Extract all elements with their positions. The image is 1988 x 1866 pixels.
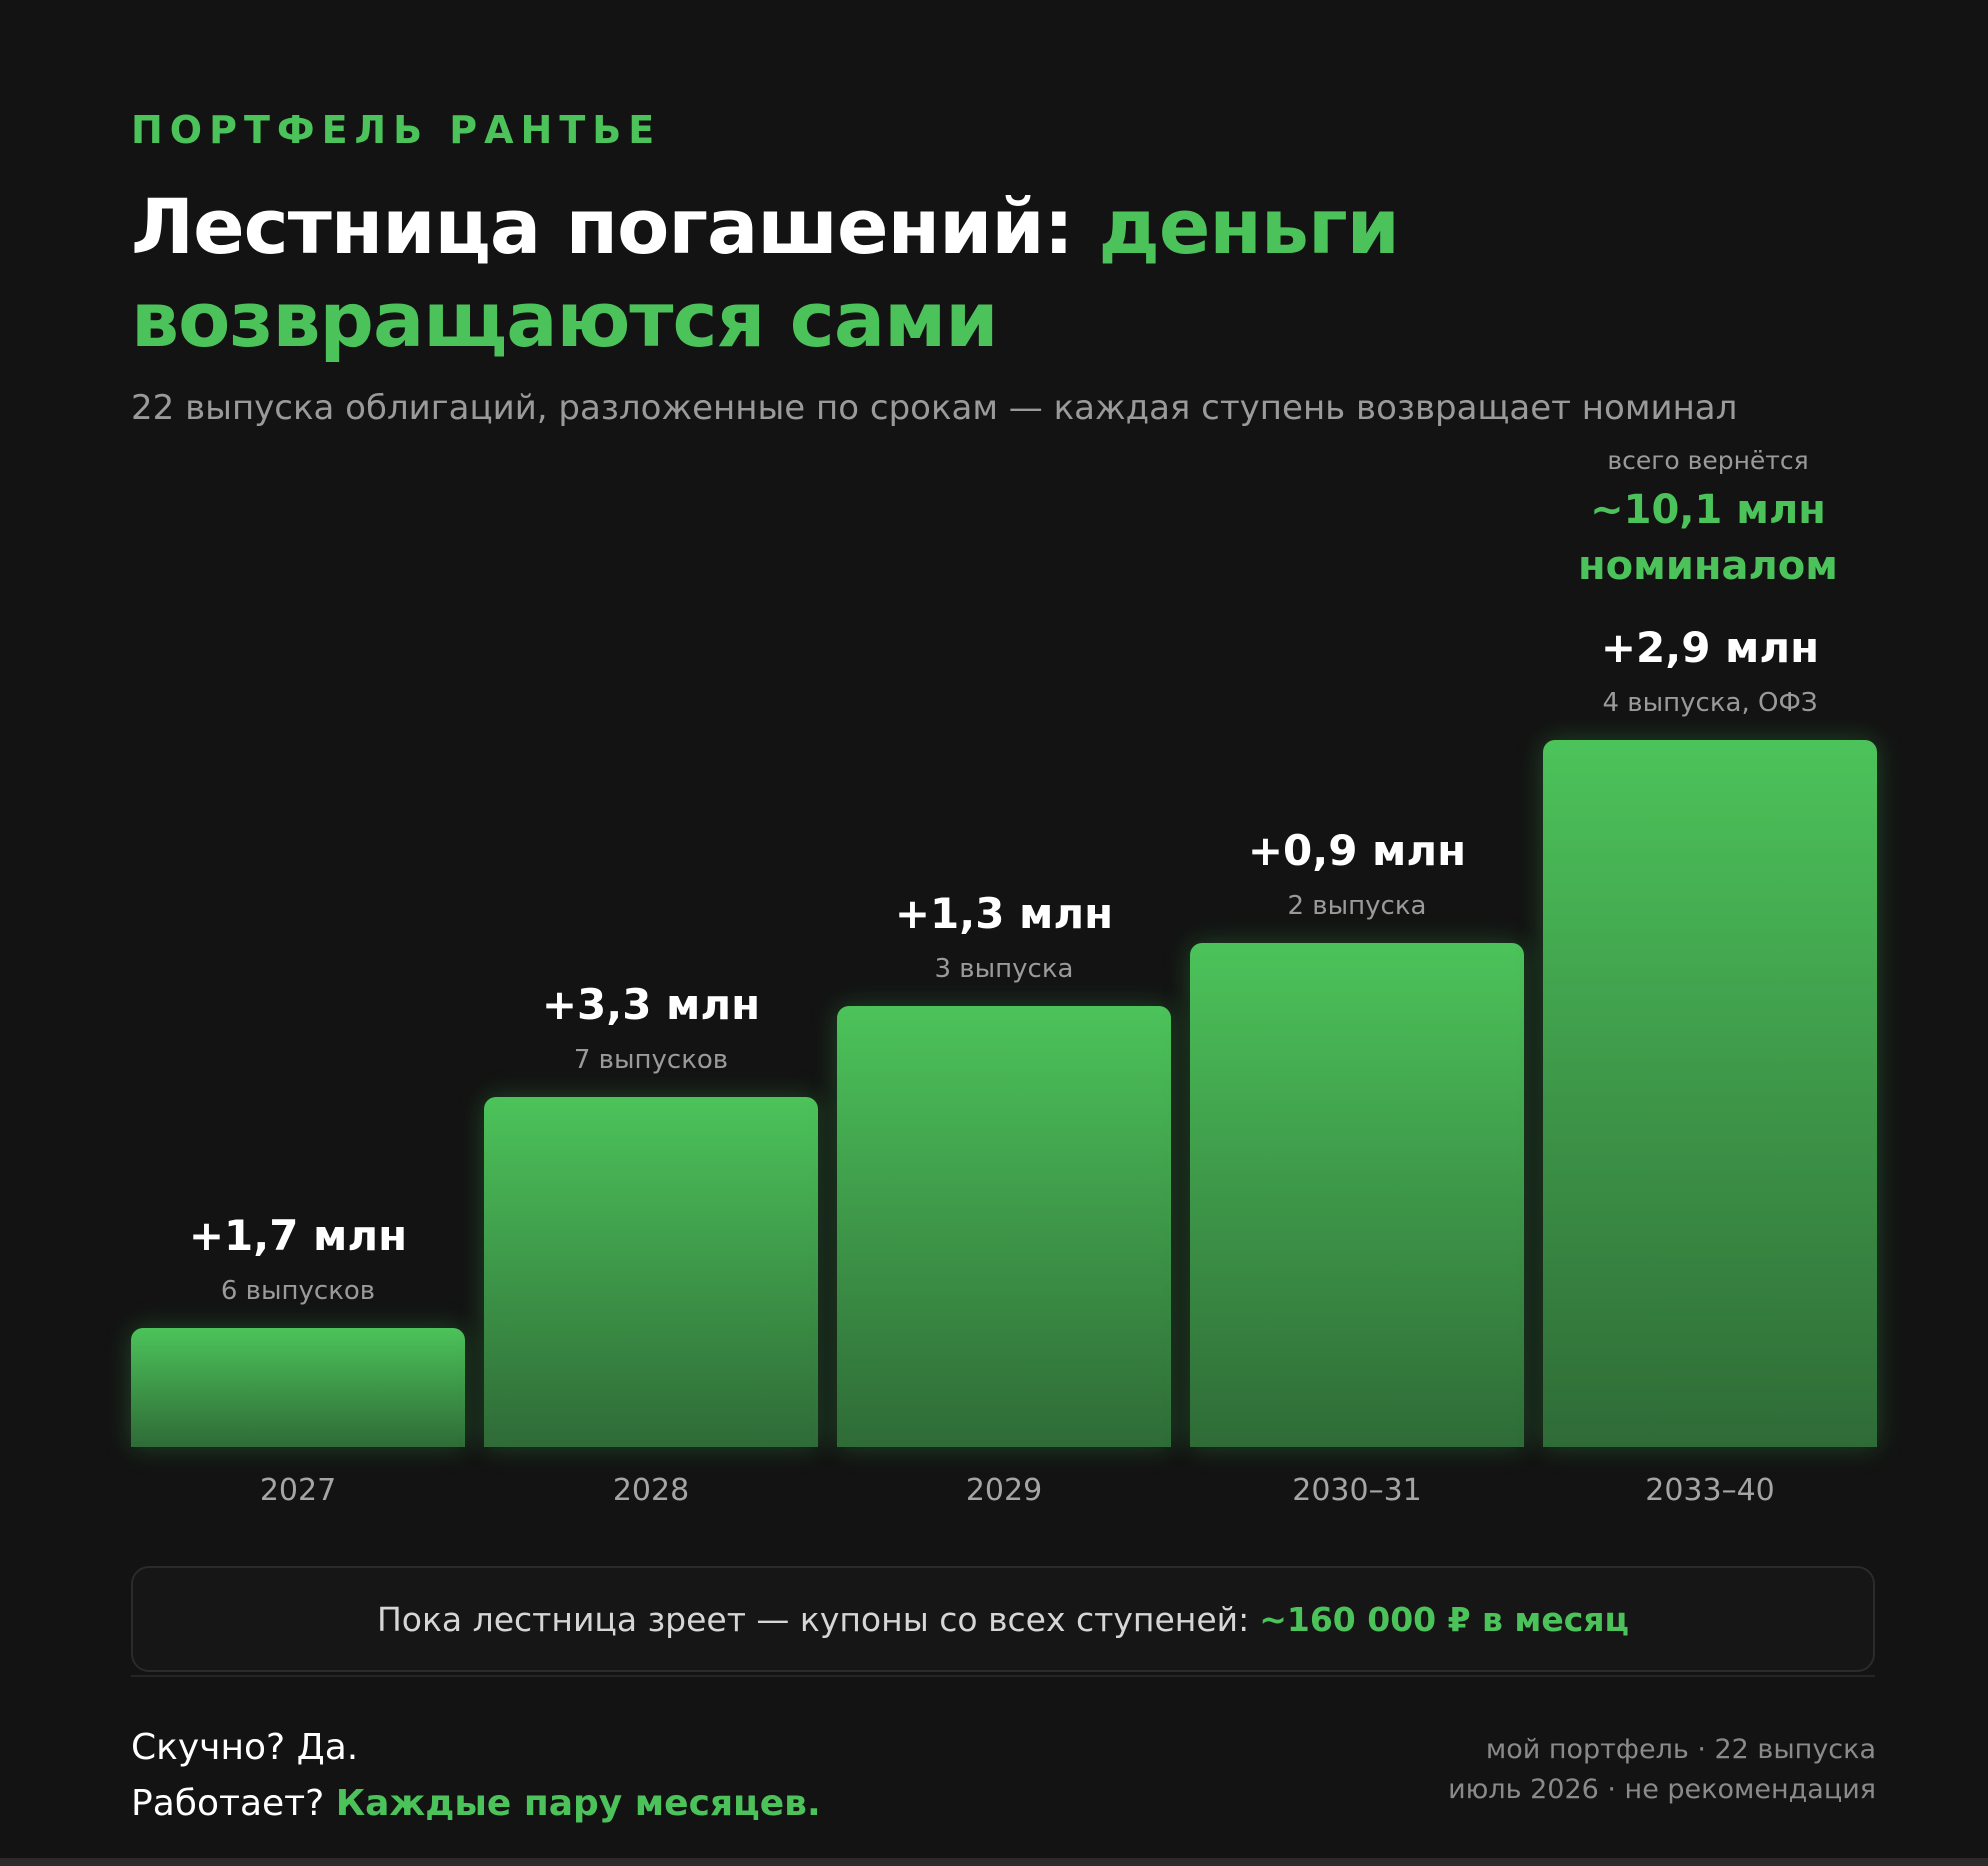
bar-0 (131, 1328, 465, 1447)
x-tick-label: 2030–31 (1292, 1473, 1422, 1508)
total-caption: всего вернётся (1607, 446, 1809, 475)
bar-issues-label: 2 выпуска (1287, 891, 1427, 921)
bar-issues-label: 6 выпусков (220, 1276, 376, 1306)
bar-value-label: +1,7 млн (188, 1211, 408, 1260)
footer-meta: мой портфель · 22 выпуска июль 2026 · не… (1448, 1730, 1876, 1810)
footer-line-2-prefix: Работает? (131, 1783, 336, 1824)
bottom-strip (0, 1858, 1988, 1866)
bar-1 (484, 1097, 818, 1447)
bar-value-label: +3,3 млн (541, 980, 761, 1029)
title-main: Лестница погашений: (131, 182, 1099, 271)
bar-2 (837, 1006, 1171, 1447)
divider (131, 1675, 1875, 1677)
coupon-summary-box: Пока лестница зреет — купоны со всех сту… (131, 1566, 1875, 1672)
page-title: Лестница погашений: деньги возвращаются … (131, 180, 1911, 366)
page-subtitle: 22 выпуска облигаций, разложенные по сро… (131, 388, 1738, 428)
bar-value-label: +0,9 млн (1247, 826, 1467, 875)
footer-tagline: Скучно? Да. Работает? Каждые пару месяце… (131, 1720, 821, 1832)
x-tick-label: 2029 (965, 1473, 1043, 1508)
title-accent: деньги возвращаются сами (131, 182, 1400, 364)
coupon-amount: ~160 000 ₽ в месяц (1259, 1599, 1629, 1639)
footer-line-2-accent: Каждые пару месяцев. (335, 1783, 821, 1824)
bar-issues-label: 3 выпуска (934, 954, 1074, 984)
x-tick-label: 2033–40 (1645, 1473, 1775, 1508)
x-tick-label: 2027 (259, 1473, 337, 1508)
footer-line-1: Скучно? Да. (131, 1727, 359, 1768)
x-tick-label: 2028 (612, 1473, 690, 1508)
total-value-line1: ~10,1 млн (1590, 487, 1826, 533)
bar-value-label: +2,9 млн (1600, 623, 1820, 672)
total-value-line2: номиналом (1578, 543, 1838, 589)
bar-issues-label: 4 выпуска, ОФЗ (1602, 688, 1818, 718)
bar-value-label: +1,3 млн (894, 889, 1114, 938)
ladder-bar-chart: +1,7 млн 6 выпусков 2027 +3,3 млн 7 выпусков… (131, 623, 1877, 1508)
footer-meta-line-2: июль 2026 · не рекомендация (1448, 1774, 1876, 1805)
footer-line-2: Работает? Каждые пару месяцев. (131, 1776, 821, 1832)
footer-meta-line-1: мой портфель · 22 выпуска (1485, 1734, 1876, 1765)
bar-issues-label: 7 выпусков (573, 1045, 729, 1075)
bar-3 (1190, 943, 1524, 1447)
total-value: ~10,1 млн номиналом (1532, 482, 1884, 594)
coupon-text: Пока лестница зреет — купоны со всех сту… (376, 1599, 1250, 1639)
bar-4 (1543, 740, 1877, 1447)
eyebrow-label: ПОРТФЕЛЬ РАНТЬЕ (131, 108, 662, 152)
